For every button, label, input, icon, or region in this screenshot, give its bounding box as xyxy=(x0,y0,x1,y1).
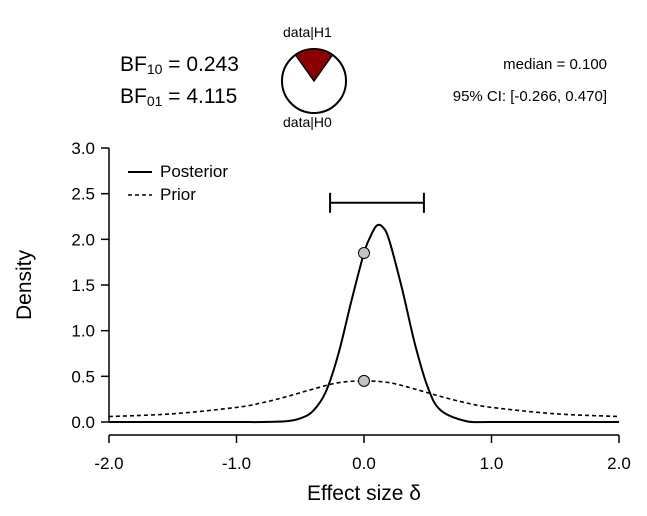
legend-posterior-label: Posterior xyxy=(160,162,228,181)
median-label: median = 0.100 xyxy=(503,56,607,73)
y-tick-label: 0.5 xyxy=(71,367,95,386)
y-tick-label: 2.5 xyxy=(71,185,95,204)
y-axis-label: Density xyxy=(13,249,36,320)
x-tick-label: 1.0 xyxy=(480,454,504,473)
prior-at-zero-point xyxy=(358,374,370,387)
y-tick-label: 0.0 xyxy=(71,413,95,432)
pie-top-label: data|H1 xyxy=(283,24,332,40)
y-tick-label: 3.0 xyxy=(71,139,95,158)
x-axis-label: Effect size δ xyxy=(307,482,421,505)
x-tick-label: -1.0 xyxy=(222,454,251,473)
axes: 0.0 0.5 1.0 1.5 2.0 2.5 3.0 -2.0 -1.0 0.0 1.0 2.0 xyxy=(71,139,630,473)
pie-h1-slice xyxy=(294,48,334,83)
series-posterior-line xyxy=(108,223,619,424)
legend: Posterior Prior xyxy=(128,162,228,204)
pie-bottom-label: data|H0 xyxy=(283,114,332,130)
x-tick-label: 0.0 xyxy=(352,454,376,473)
legend-prior-label: Prior xyxy=(160,185,196,204)
bf10-label: BF10 = 0.243 xyxy=(120,53,239,77)
curves xyxy=(108,192,620,424)
series-prior-line xyxy=(108,380,620,418)
x-tick-label: -2.0 xyxy=(94,454,123,473)
x-tick-label: 2.0 xyxy=(607,454,631,473)
y-tick-label: 1.0 xyxy=(71,322,95,341)
bf01-label: BF01 = 4.115 xyxy=(120,85,238,109)
y-tick-label: 2.0 xyxy=(71,230,95,249)
posterior-at-zero-point xyxy=(358,247,370,260)
ci-label: 95% CI: [-0.266, 0.470] xyxy=(452,88,607,105)
y-tick-label: 1.5 xyxy=(71,276,95,295)
